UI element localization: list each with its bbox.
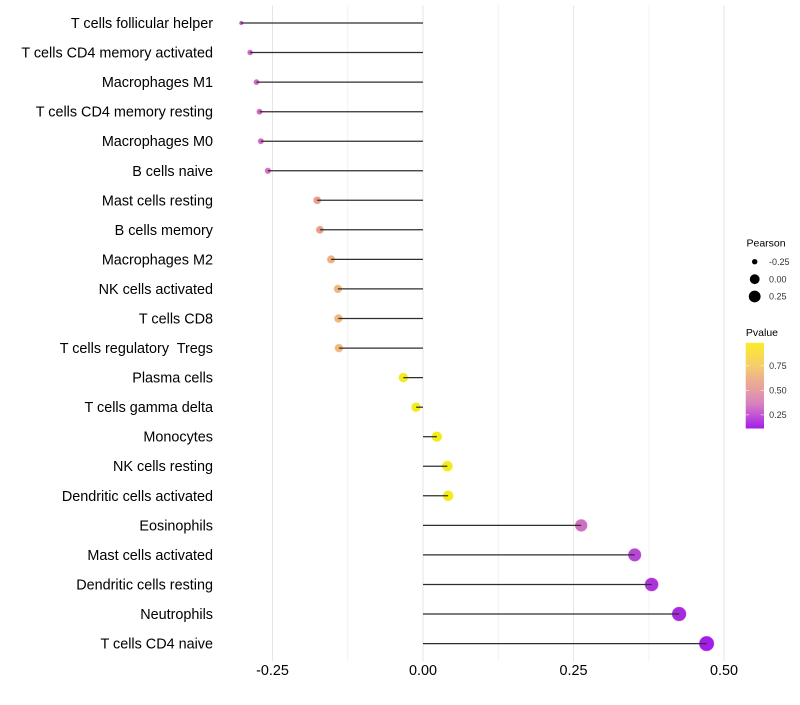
svg-text:0.00: 0.00 [769, 274, 787, 284]
svg-text:NK cells resting: NK cells resting [113, 459, 213, 475]
svg-text:T cells regulatory Tregs: T cells regulatory Tregs [60, 341, 213, 357]
svg-text:B cells memory: B cells memory [115, 223, 214, 239]
svg-text:Neutrophils: Neutrophils [140, 607, 213, 623]
svg-text:Pearson: Pearson [747, 238, 786, 250]
svg-text:T cells follicular helper: T cells follicular helper [71, 16, 213, 32]
svg-text:T cells CD4 memory resting: T cells CD4 memory resting [36, 105, 213, 121]
svg-text:Monocytes: Monocytes [143, 430, 213, 446]
svg-text:0.25: 0.25 [559, 663, 587, 679]
svg-text:Dendritic cells activated: Dendritic cells activated [62, 489, 213, 505]
svg-text:B cells naive: B cells naive [132, 164, 213, 180]
svg-text:T cells CD8: T cells CD8 [139, 312, 213, 328]
svg-text:-0.25: -0.25 [769, 257, 790, 267]
svg-text:0.00: 0.00 [409, 663, 437, 679]
svg-text:Macrophages M2: Macrophages M2 [102, 252, 213, 268]
svg-text:T cells CD4 memory activated: T cells CD4 memory activated [21, 46, 213, 62]
svg-text:0.75: 0.75 [769, 361, 787, 371]
svg-text:Macrophages M0: Macrophages M0 [102, 134, 213, 150]
svg-text:Dendritic cells resting: Dendritic cells resting [76, 578, 213, 594]
svg-text:T cells gamma delta: T cells gamma delta [84, 400, 213, 416]
svg-text:Plasma cells: Plasma cells [132, 371, 213, 387]
svg-text:0.50: 0.50 [710, 663, 738, 679]
svg-text:Pvalue: Pvalue [746, 327, 778, 339]
svg-text:Mast cells activated: Mast cells activated [87, 548, 213, 564]
svg-text:NK cells activated: NK cells activated [99, 282, 213, 298]
svg-text:0.50: 0.50 [769, 386, 787, 396]
svg-text:0.25: 0.25 [769, 292, 787, 302]
svg-text:0.25: 0.25 [769, 410, 787, 420]
svg-text:T cells CD4 naive: T cells CD4 naive [100, 637, 213, 653]
svg-text:Macrophages M1: Macrophages M1 [102, 75, 213, 91]
svg-text:Eosinophils: Eosinophils [139, 518, 213, 534]
svg-text:-0.25: -0.25 [256, 663, 289, 679]
svg-text:Mast cells resting: Mast cells resting [102, 193, 213, 209]
